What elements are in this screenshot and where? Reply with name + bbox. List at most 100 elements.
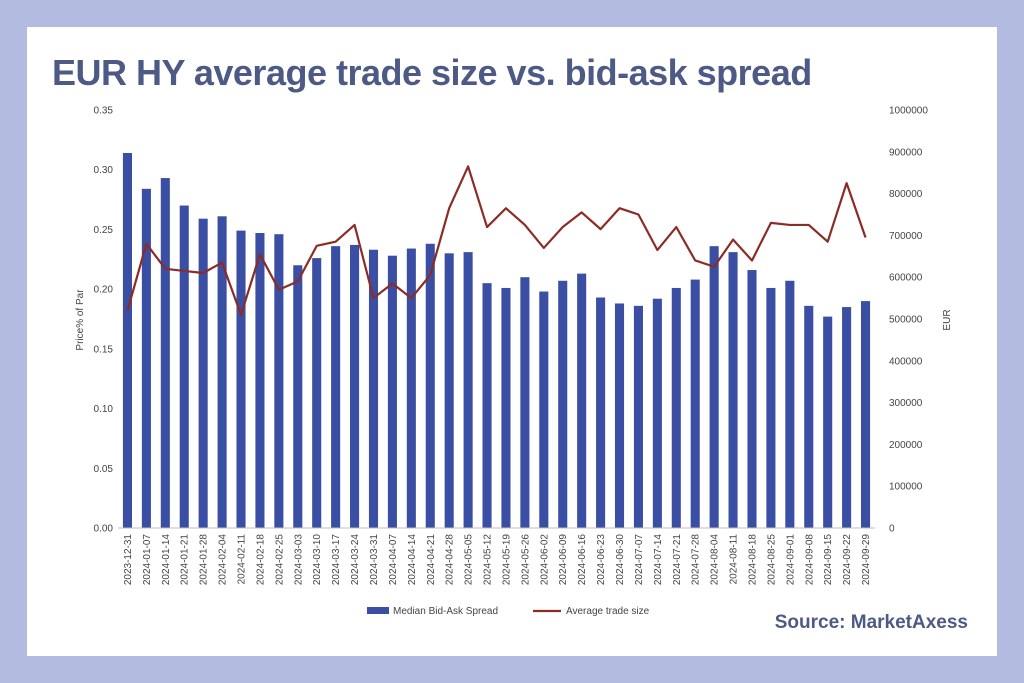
- bar: [728, 252, 738, 528]
- bar: [368, 249, 379, 529]
- x-tick-label: 2024-05-19: [501, 534, 512, 586]
- bar: [558, 280, 568, 528]
- x-tick-label: 2024-05-05: [464, 534, 475, 586]
- x-tick-label: 2024-09-22: [842, 534, 853, 586]
- bar: [842, 307, 852, 528]
- right-tick-label: 800000: [889, 189, 923, 200]
- x-tick-label: 2024-04-21: [426, 534, 437, 586]
- x-tick-label: 2024-06-09: [558, 534, 569, 586]
- x-tick-label: 2024-01-07: [142, 534, 153, 586]
- x-tick-label: 2024-08-18: [747, 534, 758, 586]
- bar: [747, 270, 757, 528]
- right-tick-label: 200000: [889, 440, 923, 451]
- x-tick-label: 2024-07-14: [653, 534, 664, 586]
- bar: [387, 255, 397, 528]
- right-tick-label: 400000: [889, 356, 923, 367]
- bar: [861, 301, 871, 528]
- bar: [596, 297, 606, 528]
- line-series: [126, 165, 867, 316]
- right-tick-label: 1000000: [889, 106, 928, 117]
- bar: [463, 252, 473, 528]
- x-tick-label: 2024-03-03: [293, 534, 304, 586]
- bar: [785, 280, 795, 528]
- bar: [671, 287, 681, 528]
- right-axis-label: EUR: [942, 309, 953, 330]
- x-tick-label: 2024-01-14: [161, 534, 172, 586]
- bar: [766, 287, 776, 528]
- bar: [539, 291, 549, 528]
- left-tick-label: 0.05: [94, 464, 114, 475]
- chart-title: EUR HY average trade size vs. bid-ask sp…: [52, 52, 812, 93]
- x-tick-label: 2024-05-12: [483, 534, 494, 586]
- left-axis-ticks: 0.00 0.05 0.10 0.15 0.20 0.25 0.30 0.35: [94, 106, 114, 535]
- bar: [312, 258, 322, 528]
- right-tick-label: 100000: [889, 482, 923, 493]
- left-tick-label: 0.30: [94, 165, 114, 176]
- x-tick-label: 2024-04-07: [388, 534, 399, 586]
- left-tick-label: 0.15: [94, 344, 114, 355]
- bar: [293, 265, 303, 528]
- bar: [141, 188, 151, 528]
- bar: [274, 234, 284, 528]
- x-tick-label: 2024-06-02: [539, 534, 550, 586]
- source-note: Source: MarketAxess: [774, 612, 968, 633]
- x-tick-label: 2023-12-31: [123, 534, 134, 586]
- x-tick-label: 2024-08-04: [710, 534, 721, 586]
- x-axis-ticks: 2023-12-31 2024-01-07 2024-01-14 2024-01-21…: [123, 534, 872, 586]
- x-tick-label: 2024-07-21: [672, 534, 683, 586]
- right-tick-label: 300000: [889, 398, 923, 409]
- x-tick-label: 2024-02-25: [274, 534, 285, 586]
- x-tick-label: 2024-03-24: [350, 534, 361, 586]
- bar: [709, 246, 719, 528]
- bar: [804, 305, 814, 528]
- bar: [614, 303, 625, 528]
- x-tick-label: 2024-05-26: [520, 534, 531, 586]
- x-tick-label: 2024-07-07: [634, 534, 645, 586]
- x-tick-label: 2024-04-28: [445, 534, 456, 586]
- bar: [425, 243, 435, 528]
- legend-bar-swatch: [367, 607, 389, 614]
- x-tick-label: 2024-09-01: [785, 534, 796, 586]
- bar: [520, 277, 530, 528]
- bar: [482, 283, 492, 528]
- right-tick-label: 900000: [889, 147, 923, 158]
- right-tick-label: 0: [889, 524, 895, 535]
- x-tick-label: 2024-03-10: [312, 534, 323, 586]
- legend-bar-label: Median Bid-Ask Spread: [393, 606, 498, 617]
- x-tick-label: 2024-02-04: [218, 534, 229, 586]
- bar: [406, 248, 416, 529]
- x-tick-label: 2024-03-31: [369, 534, 380, 586]
- x-tick-label: 2024-04-14: [407, 534, 418, 586]
- bar: [236, 230, 246, 528]
- bar: [198, 218, 208, 528]
- left-tick-label: 0.35: [94, 106, 114, 117]
- bar: [255, 233, 265, 528]
- bar: [501, 287, 511, 528]
- bar: [652, 298, 662, 528]
- bar: [217, 216, 227, 529]
- right-tick-label: 600000: [889, 273, 923, 284]
- x-tick-label: 2024-03-17: [331, 534, 342, 586]
- x-tick-label: 2024-02-18: [255, 534, 266, 586]
- left-tick-label: 0.10: [94, 404, 114, 415]
- legend: Median Bid-Ask Spread Average trade size: [367, 606, 650, 617]
- bar: [444, 253, 454, 528]
- right-axis-ticks: 0 100000 200000 300000 400000 500000 600000 700…: [889, 106, 928, 535]
- x-tick-label: 2024-06-30: [615, 534, 626, 586]
- bar: [633, 305, 643, 528]
- legend-line-label: Average trade size: [566, 606, 650, 617]
- x-tick-label: 2024-02-11: [237, 534, 248, 585]
- bar: [160, 178, 170, 528]
- left-tick-label: 0.00: [94, 524, 114, 535]
- bar: [577, 273, 587, 528]
- x-tick-label: 2024-01-21: [180, 534, 191, 586]
- bar-series: [122, 152, 871, 529]
- right-tick-label: 500000: [889, 315, 923, 326]
- x-tick-label: 2024-08-11: [729, 534, 740, 585]
- right-tick-label: 700000: [889, 231, 923, 242]
- bar: [179, 205, 189, 529]
- x-tick-label: 2024-09-08: [804, 534, 815, 586]
- bar: [823, 316, 833, 528]
- x-tick-label: 2024-06-23: [596, 534, 607, 586]
